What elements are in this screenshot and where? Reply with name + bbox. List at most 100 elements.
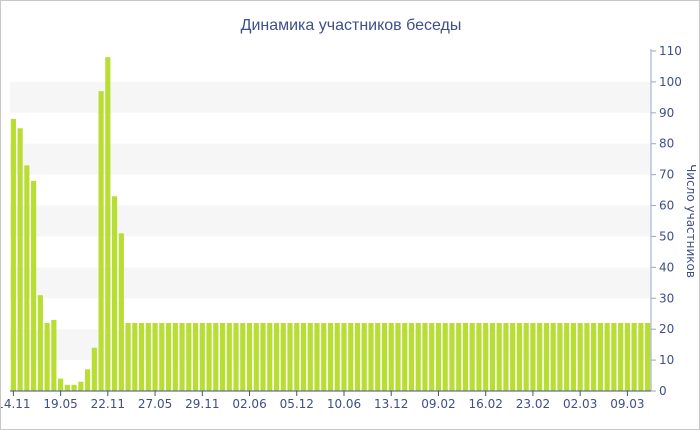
bar bbox=[287, 323, 293, 391]
bar bbox=[78, 381, 84, 391]
bar bbox=[469, 323, 475, 391]
bar bbox=[348, 323, 354, 391]
bar bbox=[85, 369, 91, 391]
bar bbox=[402, 323, 408, 391]
bar bbox=[118, 233, 124, 391]
bar bbox=[341, 323, 347, 391]
grid-band bbox=[10, 81, 651, 113]
bar bbox=[618, 323, 624, 391]
bar bbox=[354, 323, 361, 391]
grid-bands bbox=[10, 81, 651, 361]
bar bbox=[253, 323, 259, 391]
bar bbox=[186, 323, 192, 391]
x-tick-label: 23.02 bbox=[516, 397, 550, 411]
x-tick-label: 16.02 bbox=[469, 397, 503, 411]
bar bbox=[442, 323, 448, 391]
bar bbox=[435, 323, 442, 391]
y-tick-label: 70 bbox=[659, 168, 674, 182]
bar bbox=[388, 323, 394, 391]
bar bbox=[415, 323, 421, 391]
bar bbox=[98, 91, 104, 392]
bar bbox=[489, 323, 496, 391]
bar bbox=[152, 323, 158, 391]
bar bbox=[476, 323, 482, 391]
bar bbox=[267, 323, 273, 391]
y-tick-label: 100 bbox=[659, 75, 682, 89]
bar bbox=[375, 323, 381, 391]
y-tick-label: 50 bbox=[659, 229, 674, 243]
bar bbox=[307, 323, 313, 391]
bar bbox=[462, 323, 469, 391]
bar bbox=[638, 323, 644, 391]
bar bbox=[199, 323, 205, 391]
bar bbox=[557, 323, 563, 391]
bar bbox=[213, 323, 219, 391]
bar bbox=[260, 323, 266, 391]
bar bbox=[530, 323, 536, 391]
bar bbox=[165, 323, 172, 391]
bar bbox=[192, 323, 199, 391]
bar bbox=[584, 323, 590, 391]
bar bbox=[105, 57, 111, 392]
y-tick-label: 10 bbox=[659, 353, 674, 367]
chart-title: Динамика участников беседы bbox=[241, 17, 462, 34]
x-tick-label: 09.02 bbox=[421, 397, 455, 411]
bar bbox=[550, 323, 556, 391]
bar bbox=[624, 323, 630, 391]
x-tick-label: 10.06 bbox=[327, 397, 361, 411]
bar bbox=[597, 323, 603, 391]
x-tick-label: 22.11 bbox=[91, 397, 125, 411]
y-tick-label: 60 bbox=[659, 199, 674, 213]
bar bbox=[361, 323, 367, 391]
y-tick-label: 0 bbox=[659, 384, 667, 398]
bar bbox=[58, 378, 64, 391]
bar bbox=[125, 323, 131, 391]
bar bbox=[51, 319, 57, 391]
bar bbox=[145, 323, 151, 391]
x-tick-label: 13.12 bbox=[374, 397, 408, 411]
x-tick-label: 05.12 bbox=[280, 397, 314, 411]
bar bbox=[17, 128, 23, 391]
bar bbox=[516, 323, 522, 391]
x-tick-label: 14.11 bbox=[1, 397, 31, 411]
bar bbox=[496, 323, 502, 391]
bar bbox=[381, 323, 388, 391]
bar bbox=[564, 323, 570, 391]
x-axis: 14.11 19.05 22.11 27.05 29.11 02.06 05.12 10.06… bbox=[1, 390, 651, 411]
x-tick-label: 02.06 bbox=[232, 397, 266, 411]
x-tick-label: 27.05 bbox=[138, 397, 172, 411]
grid-band bbox=[10, 143, 651, 175]
bars-group bbox=[10, 57, 651, 392]
bar bbox=[226, 323, 232, 391]
bar bbox=[219, 323, 226, 391]
bar bbox=[631, 323, 637, 391]
bar bbox=[31, 180, 37, 391]
bar bbox=[294, 323, 300, 391]
bar bbox=[577, 323, 583, 391]
bar bbox=[645, 323, 651, 391]
bar bbox=[368, 323, 374, 391]
y-axis: 0 10 20 30 40 50 60 70 80 90 100 110 bbox=[650, 44, 682, 398]
bar bbox=[422, 323, 428, 391]
bar bbox=[44, 323, 50, 391]
y-tick-label: 110 bbox=[659, 44, 682, 58]
bar bbox=[139, 323, 145, 391]
y-tick-label: 90 bbox=[659, 106, 674, 120]
bar bbox=[543, 323, 549, 391]
bar bbox=[233, 323, 239, 391]
bar bbox=[246, 323, 253, 391]
bar bbox=[483, 323, 489, 391]
bar bbox=[503, 323, 509, 391]
y-tick-label: 40 bbox=[659, 260, 674, 274]
bar bbox=[24, 165, 30, 391]
bar bbox=[456, 323, 462, 391]
bar bbox=[408, 323, 415, 391]
bar bbox=[395, 323, 401, 391]
bar bbox=[91, 347, 97, 391]
bar bbox=[159, 323, 165, 391]
bar bbox=[132, 323, 138, 391]
bar bbox=[604, 323, 610, 391]
y-tick-label: 80 bbox=[659, 137, 674, 151]
